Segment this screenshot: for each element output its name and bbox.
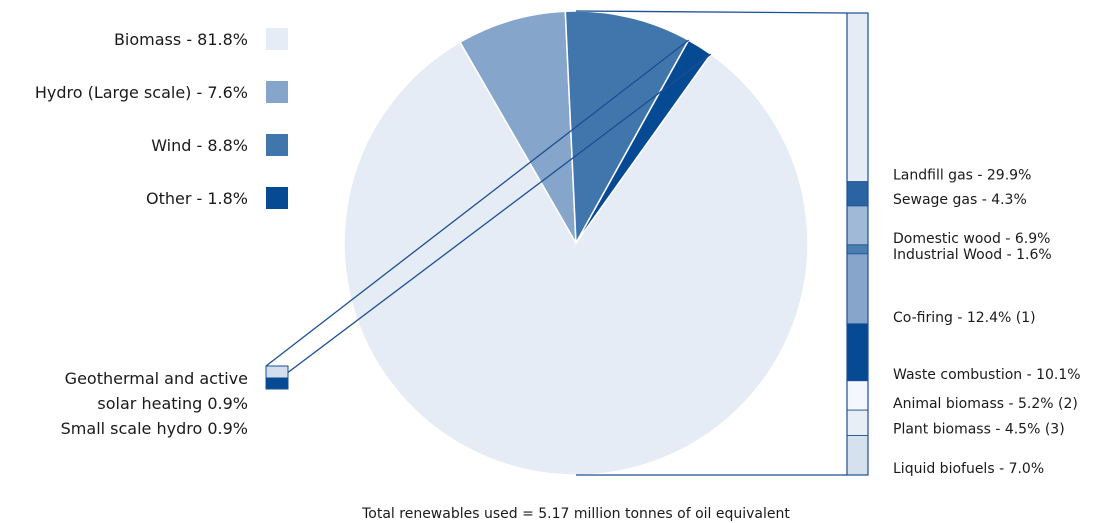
biomass-segment-animal-biomass (846, 380, 869, 411)
biomass-label-industrial-wood: Industrial Wood - 1.6% (893, 247, 1052, 263)
other-breakdown-callout: Geothermal and active solar heating 0.9% S… (61, 39, 712, 438)
other-breakdown-label-line: solar heating 0.9% (97, 394, 248, 413)
biomass-label-waste-combustion: Waste combustion - 10.1% (893, 367, 1081, 383)
legend-label-other: Other - 1.8% (146, 189, 248, 208)
legend-swatch-hydro (266, 81, 288, 103)
biomass-breakdown-labels: Landfill gas - 29.9% Sewage gas - 4.3% Dom… (893, 168, 1081, 477)
pie-slice-hydro (458, 10, 577, 244)
biomass-segment-waste-combustion (846, 323, 869, 382)
other-segment-geothermal-and-active-solar-heating (266, 366, 288, 378)
biomass-segment-liquid-biofuels (846, 435, 869, 476)
biomass-label-domestic-wood: Domestic wood - 6.9% (893, 231, 1050, 247)
biomass-label-landfill-gas: Landfill gas - 29.9% (893, 168, 1031, 184)
biomass-segment-sewage-gas (846, 181, 869, 207)
chart-footnote: Total renewables used = 5.17 million ton… (361, 506, 790, 522)
other-breakdown-label-line: Small scale hydro 0.9% (61, 419, 248, 438)
legend-swatch-other (266, 187, 288, 209)
pie-slice-biomass (343, 41, 809, 476)
legend-label-biomass: Biomass - 81.8% (114, 30, 248, 49)
biomass-label-plant-biomass: Plant biomass - 4.5% (3) (893, 422, 1065, 438)
biomass-callout-line-top (575, 10, 848, 14)
biomass-segment-co-firing (846, 253, 869, 325)
legend-label-hydro: Hydro (Large scale) - 7.6% (35, 83, 248, 102)
biomass-breakdown-bar (575, 10, 869, 476)
biomass-label-co-firing: Co-firing - 12.4% (1) (893, 310, 1036, 326)
biomass-segment-plant-biomass (846, 409, 869, 436)
biomass-segment-industrial-wood (846, 244, 869, 255)
legend-swatch-wind (266, 134, 288, 156)
biomass-label-liquid-biofuels: Liquid biofuels - 7.0% (893, 461, 1044, 477)
other-breakdown-label-line: Geothermal and active (65, 369, 248, 388)
legend-label-wind: Wind - 8.8% (151, 136, 248, 155)
biomass-label-animal-biomass: Animal biomass - 5.2% (2) (893, 396, 1078, 412)
biomass-segment-landfill-gas (846, 12, 869, 183)
other-segment-small-scale-hydro (266, 377, 288, 389)
biomass-breakdown-frame (846, 12, 869, 476)
biomass-segment-domestic-wood (846, 205, 869, 246)
pie-slice-wind (564, 10, 690, 246)
pie-slices (343, 10, 809, 476)
other-callout-line-top (265, 39, 690, 367)
other-breakdown-box (265, 365, 289, 390)
legend-swatch-biomass (266, 28, 288, 50)
biomass-label-sewage-gas: Sewage gas - 4.3% (893, 192, 1027, 208)
legend: Biomass - 81.8% Hydro (Large scale) - 7.6… (35, 28, 288, 209)
other-callout-line-bottom (265, 53, 712, 390)
